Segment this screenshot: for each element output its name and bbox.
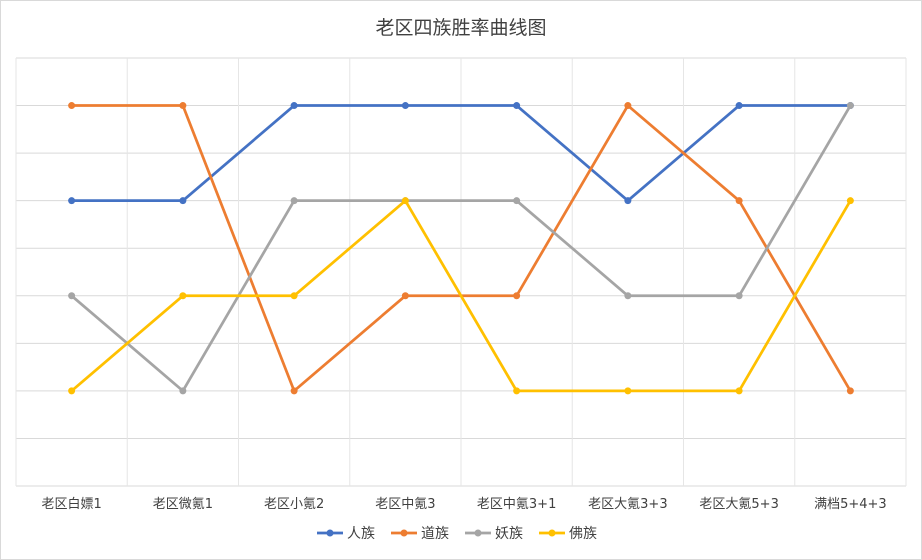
data-point — [513, 102, 521, 110]
data-point — [290, 387, 298, 395]
legend-label: 妖族 — [495, 526, 523, 542]
x-axis-labels: 老区白嫖1 老区微氪1 老区小氪2 老区中氪3 老区中氪3+1 老区大氪3+3 老区大氪5+… — [41, 496, 886, 512]
series-佛族 — [68, 197, 854, 395]
legend-item: 佛族 — [539, 526, 597, 542]
data-point — [513, 387, 521, 395]
data-point — [179, 197, 187, 205]
x-tick-label: 满档5+4+3 — [814, 497, 887, 512]
x-tick-label: 老区大氪3+3 — [588, 496, 667, 512]
data-point — [179, 387, 187, 395]
data-point — [735, 102, 743, 110]
data-point — [179, 102, 187, 110]
data-point — [846, 197, 854, 205]
data-point — [624, 102, 632, 110]
data-point — [624, 197, 632, 205]
data-point — [290, 102, 298, 110]
data-point — [735, 387, 743, 395]
data-point — [624, 292, 632, 300]
x-tick-label: 老区微氪1 — [153, 496, 213, 512]
x-tick-label: 老区中氪3+1 — [477, 496, 556, 512]
x-tick-label: 老区中氪3 — [375, 496, 435, 512]
data-point — [179, 292, 187, 300]
x-tick-label: 老区小氪2 — [264, 496, 324, 512]
data-point — [68, 387, 76, 395]
legend-label: 人族 — [347, 526, 375, 542]
data-point — [68, 197, 76, 205]
data-point — [290, 292, 298, 300]
legend-marker — [400, 529, 408, 537]
x-tick-label: 老区大氪5+3 — [699, 496, 778, 512]
data-point — [735, 292, 743, 300]
grid — [15, 57, 907, 487]
data-point — [401, 292, 409, 300]
chart-title: 老区四族胜率曲线图 — [375, 17, 546, 39]
data-point — [513, 292, 521, 300]
legend-item: 道族 — [391, 526, 449, 542]
data-point — [624, 387, 632, 395]
legend-label: 道族 — [421, 526, 449, 542]
data-point — [401, 102, 409, 110]
data-point — [290, 197, 298, 205]
legend-label: 佛族 — [569, 526, 597, 542]
series-line — [71, 104, 851, 203]
data-point — [735, 197, 743, 205]
data-point — [846, 102, 854, 110]
legend: 人族 道族 妖族 佛族 — [317, 526, 597, 542]
legend-marker — [474, 529, 482, 537]
x-tick-label: 老区白嫖1 — [41, 496, 101, 512]
data-point — [68, 102, 76, 110]
legend-item: 妖族 — [465, 526, 523, 542]
series-妖族 — [68, 102, 854, 395]
data-point — [68, 292, 76, 300]
data-point — [513, 197, 521, 205]
data-point — [846, 387, 854, 395]
series-line — [70, 199, 852, 393]
legend-marker — [548, 529, 556, 537]
series-line — [70, 104, 852, 393]
data-point — [401, 197, 409, 205]
legend-marker — [326, 529, 334, 537]
series-lines — [68, 102, 854, 395]
legend-item: 人族 — [317, 526, 375, 542]
series-人族 — [68, 102, 854, 205]
